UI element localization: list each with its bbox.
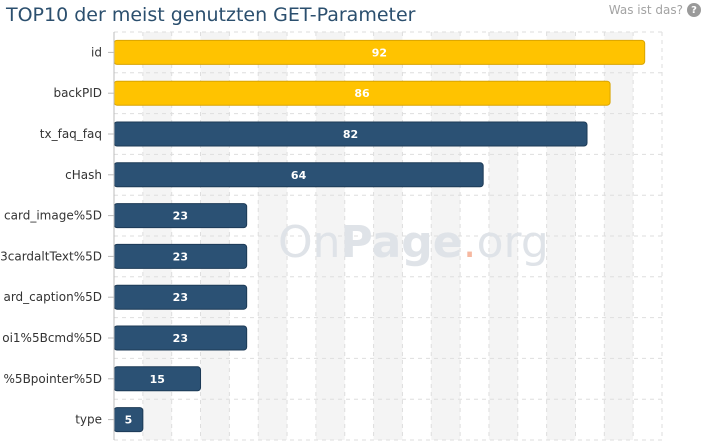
watermark-org: org <box>477 217 549 268</box>
category-label-5: 3cardaltText%5D <box>0 249 102 263</box>
chart-title: TOP10 der meist genutzten GET-Parameter <box>6 4 416 26</box>
category-label-2: tx_faq_faq <box>40 127 102 141</box>
category-label-4: card_image%5D <box>4 209 102 223</box>
data-label-7: 23 <box>173 332 188 345</box>
category-label-7: oi1%5Bcmd%5D <box>2 331 102 345</box>
data-label-5: 23 <box>173 250 188 263</box>
watermark-dot: . <box>463 217 477 268</box>
help-label: Was ist das? <box>608 3 683 17</box>
category-label-6: ard_caption%5D <box>3 290 102 304</box>
category-label-8: %5Bpointer%5D <box>4 372 102 386</box>
svg-text:OnPage.org: OnPage.org <box>278 217 549 268</box>
data-label-4: 23 <box>173 210 188 223</box>
data-label-8: 15 <box>150 373 165 386</box>
category-label-0: id <box>91 45 102 59</box>
chart-bars: 92 86 82 64 23 23 23 23 15 5 <box>113 39 646 433</box>
category-label-9: type <box>75 413 102 427</box>
y-axis-labels: id backPID tx_faq_faq cHash card_image%5D 3ca… <box>0 45 114 427</box>
category-label-3: cHash <box>65 168 102 182</box>
data-label-1: 86 <box>354 87 370 100</box>
data-label-6: 23 <box>173 291 188 304</box>
category-label-1: backPID <box>53 86 102 100</box>
watermark-page: Page <box>341 217 463 268</box>
data-label-9: 5 <box>125 414 133 427</box>
data-label-2: 82 <box>343 128 358 141</box>
data-label-3: 64 <box>291 169 307 182</box>
question-circle-icon: ? <box>687 3 701 17</box>
data-label-0: 92 <box>372 46 387 59</box>
watermark-on: On <box>278 217 341 268</box>
help-link[interactable]: Was ist das? ? <box>609 3 701 17</box>
onpage-watermark: OnPage.org <box>278 217 549 268</box>
